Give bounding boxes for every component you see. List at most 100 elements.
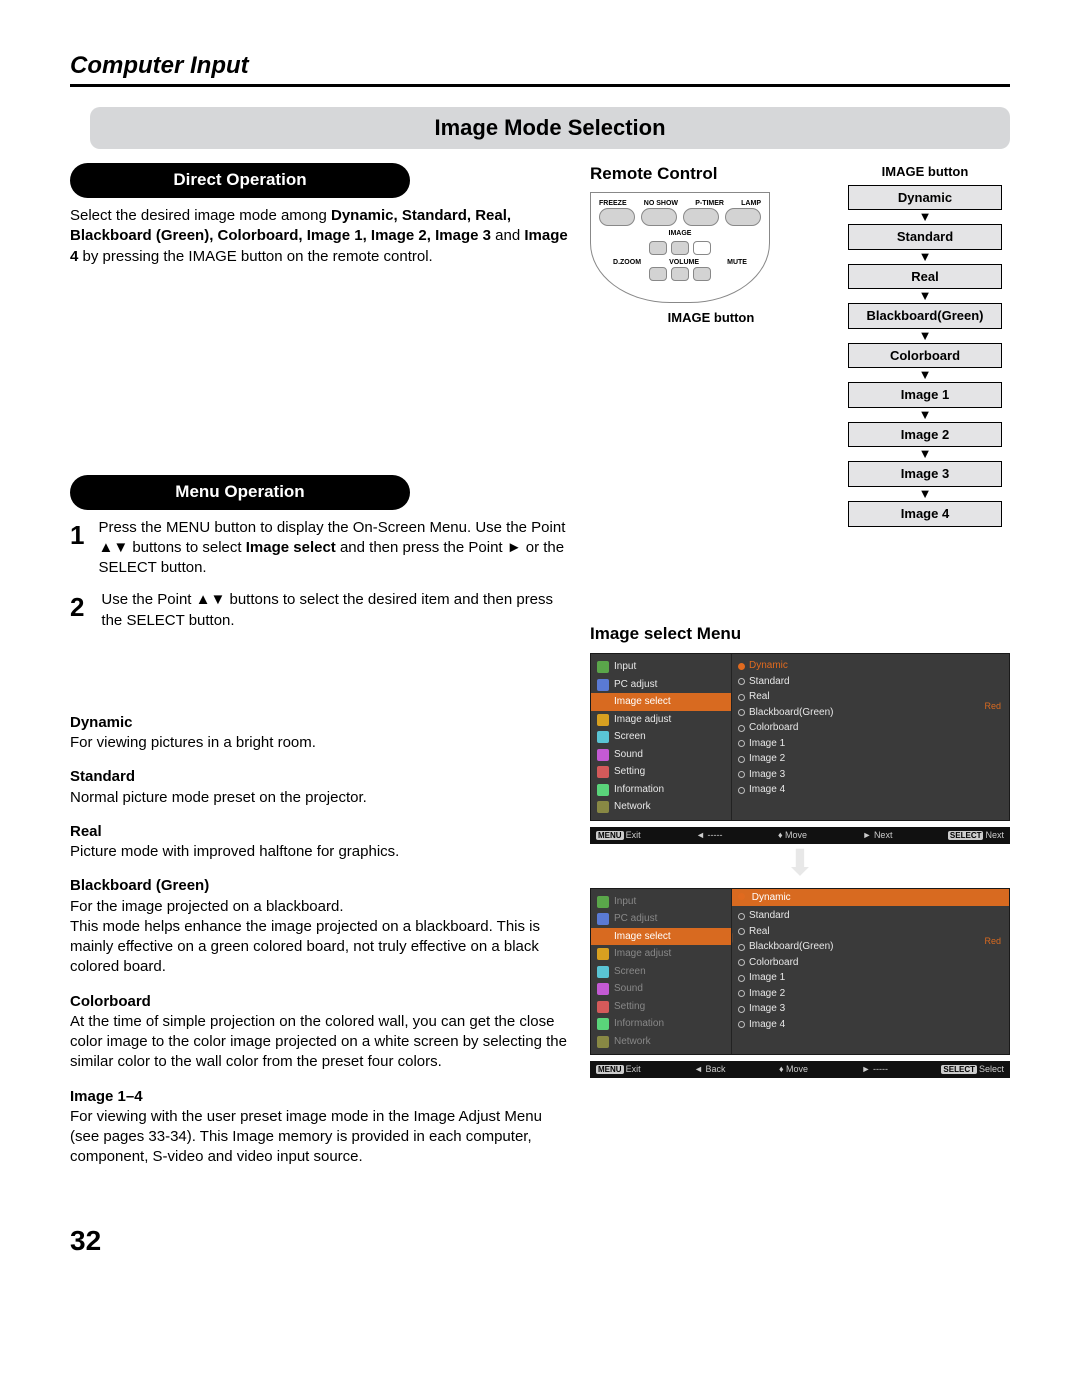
flow-arrow-icon: ▼ xyxy=(840,289,1010,303)
direct-and: and xyxy=(491,227,524,244)
menu-icon xyxy=(597,696,609,708)
remote-illustration: FREEZE NO SHOW P-TIMER LAMP IMAGE D.ZOOM… xyxy=(590,192,770,303)
menu-side-label: Network xyxy=(614,800,651,814)
menu-side-label: Screen xyxy=(614,730,646,744)
menu-icon xyxy=(597,931,609,943)
menu-side-label: Image select xyxy=(614,695,671,709)
rc-lbl-noshow: NO SHOW xyxy=(644,199,678,208)
menu-icon xyxy=(597,896,609,908)
menu-side-item: Screen xyxy=(591,728,731,746)
menu-side-item: PC adjust xyxy=(591,676,731,694)
radio-icon xyxy=(738,725,745,732)
menu-icon xyxy=(597,749,609,761)
rc-btn xyxy=(641,208,677,226)
rc-lbl-freeze: FREEZE xyxy=(599,199,627,208)
menu-icon xyxy=(597,966,609,978)
menu-option: Standard xyxy=(738,908,1003,924)
menu-option: Standard xyxy=(738,674,1003,690)
osd-menu-1: Input PC adjustImage select Image adjustSc… xyxy=(590,653,1010,821)
menu-option-label: Blackboard(Green) xyxy=(749,706,833,720)
menu-footer-2: MENUExit ◄ Back ♦ Move ► ----- SELECTSel… xyxy=(590,1061,1010,1078)
mode-desc: Picture mode with improved halftone for … xyxy=(70,842,568,862)
menu-side-label: Input xyxy=(614,660,636,674)
rc-btn xyxy=(649,241,667,255)
menu-side-label: Sound xyxy=(614,982,643,996)
direct-operation-text: Select the desired image mode among Dyna… xyxy=(70,206,568,267)
menu-option-label: Image 4 xyxy=(749,783,785,797)
flow-box: Image 2 xyxy=(848,422,1002,448)
rc-btn xyxy=(671,267,689,281)
menu-screenshots: InputPC adjustImage selectImage adjustSc… xyxy=(590,653,1010,1078)
menu-icon xyxy=(597,1001,609,1013)
menu-operation-heading: Menu Operation xyxy=(70,475,410,510)
menu-option-label: Dynamic xyxy=(749,659,788,673)
foot-move: Move xyxy=(786,1064,808,1074)
menu-option: Dynamic xyxy=(738,658,1003,674)
menu-option: Image 3 xyxy=(738,767,1003,783)
mode-title: Image 1–4 xyxy=(70,1087,568,1107)
mode-title: Real xyxy=(70,822,568,842)
menu-option-label: Standard xyxy=(749,909,790,923)
menu-icon xyxy=(597,948,609,960)
menu-side-item: Image adjust xyxy=(591,711,731,729)
menu-option: Image 2 xyxy=(738,751,1003,767)
mode-title: Colorboard xyxy=(70,992,568,1012)
radio-icon xyxy=(738,1006,745,1013)
flow-arrow-icon: ▼ xyxy=(840,408,1010,422)
foot-next2: Next xyxy=(985,830,1004,840)
opt-dynamic-sel: Dynamic xyxy=(752,892,791,903)
menu-option-label: Image 3 xyxy=(749,768,785,782)
mode-item: DynamicFor viewing pictures in a bright … xyxy=(70,713,568,754)
direct-post: by pressing the IMAGE button on the remo… xyxy=(78,248,432,265)
menu-side-item: Image select xyxy=(591,928,731,946)
flow-box: Colorboard xyxy=(848,343,1002,369)
menu-option-label: Real xyxy=(749,925,770,939)
menu-side-label: Information xyxy=(614,783,664,797)
flow-arrow-icon: ▼ xyxy=(840,210,1010,224)
menu-option-label: Image 4 xyxy=(749,1018,785,1032)
menu-option-label: Blackboard(Green) xyxy=(749,940,833,954)
down-arrow-icon: ⬇ xyxy=(590,848,1010,878)
menu-side-label: Image select xyxy=(614,930,671,944)
menu-side-item: Input xyxy=(591,658,731,676)
foot-back: Back xyxy=(705,1064,725,1074)
menu-side-item: Input xyxy=(591,893,731,911)
rc-lbl-dzoom: D.ZOOM xyxy=(613,258,641,267)
flow-column: IMAGE button Dynamic▼Standard▼Real▼Black… xyxy=(840,163,1010,526)
step-2: 2 Use the Point ▲▼ buttons to select the… xyxy=(70,590,568,631)
mode-desc: For viewing with the user preset image m… xyxy=(70,1107,568,1168)
mode-descriptions: DynamicFor viewing pictures in a bright … xyxy=(70,713,568,1168)
mode-title: Blackboard (Green) xyxy=(70,876,568,896)
mode-desc: For viewing pictures in a bright room. xyxy=(70,733,568,753)
flow-box: Image 3 xyxy=(848,461,1002,487)
rc-lbl-ptimer: P-TIMER xyxy=(695,199,724,208)
radio-icon xyxy=(738,944,745,951)
page-heading: Computer Input xyxy=(70,50,1010,87)
rc-lbl-mute: MUTE xyxy=(727,258,747,267)
flow-box: Blackboard(Green) xyxy=(848,303,1002,329)
radio-icon xyxy=(738,990,745,997)
menu-option-label: Colorboard xyxy=(749,721,798,735)
menu-icon xyxy=(597,661,609,673)
radio-icon xyxy=(738,787,745,794)
rc-btn xyxy=(599,208,635,226)
menu-icon xyxy=(597,679,609,691)
footkey: MENU xyxy=(596,831,624,840)
mode-item: RealPicture mode with improved halftone … xyxy=(70,822,568,863)
menu-side-label: Information xyxy=(614,1017,664,1031)
menu-side-item: Screen xyxy=(591,963,731,981)
menu-side-item: Image adjust xyxy=(591,945,731,963)
rc-lbl-lamp: LAMP xyxy=(741,199,761,208)
menu-side-item: Image select xyxy=(591,693,731,711)
image-button-label: IMAGE button xyxy=(590,309,832,327)
radio-icon xyxy=(738,678,745,685)
menu-icon xyxy=(597,766,609,778)
rc-btn xyxy=(671,241,689,255)
menu-option-label: Image 2 xyxy=(749,752,785,766)
mode-desc: Normal picture mode preset on the projec… xyxy=(70,788,568,808)
mode-desc: For the image projected on a blackboard.… xyxy=(70,897,568,978)
image-select-menu-heading: Image select Menu xyxy=(590,623,1010,646)
menu-side-label: Setting xyxy=(614,765,645,779)
step-number-2: 2 xyxy=(70,590,87,631)
mode-item: ColorboardAt the time of simple projecti… xyxy=(70,992,568,1073)
